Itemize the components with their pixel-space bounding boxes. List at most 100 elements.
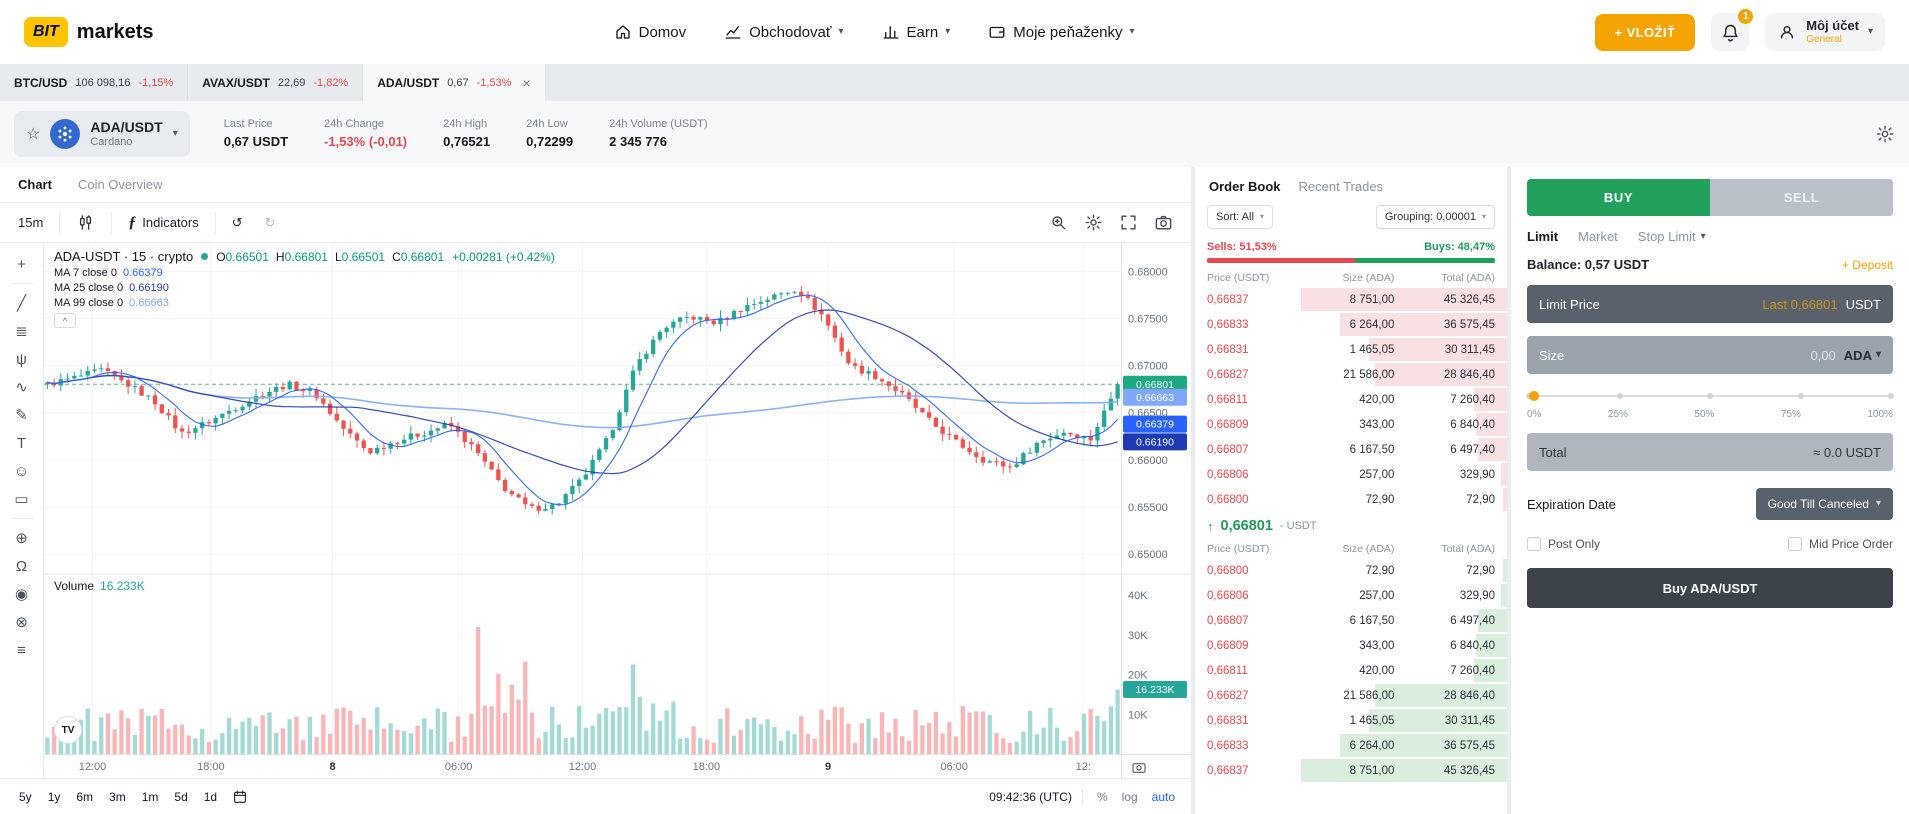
settings-gear-icon[interactable] <box>1875 124 1895 144</box>
nav-item-moje-pe-a-enky[interactable]: Moje peňaženky ▾ <box>988 23 1135 41</box>
limit-price-field[interactable]: Limit Price Last 0,66801 USDT <box>1527 285 1893 323</box>
tool-measure[interactable]: ▭ <box>7 486 37 512</box>
post-only-checkbox[interactable]: Post Only <box>1527 537 1600 551</box>
chart-canvas[interactable]: 0.68000 0.67500 0.67000 0.66500 0.66000 0.655… <box>44 243 1191 778</box>
buy-order-row[interactable]: 0,66837 8 751,00 45 326,45 <box>1195 758 1507 783</box>
range-1d[interactable]: 1d <box>197 786 224 808</box>
tool-brush[interactable]: ✎ <box>7 402 37 428</box>
nav-item-domov[interactable]: Domov <box>614 23 686 41</box>
orderbook-tab-order-book[interactable]: Order Book <box>1209 179 1281 194</box>
slider-handle[interactable] <box>1529 391 1539 401</box>
sell-order-row[interactable]: 0,66811 420,00 7 260,40 <box>1195 387 1507 412</box>
chart-tab-chart[interactable]: Chart <box>18 177 52 192</box>
tool-layers[interactable]: ≡ <box>7 637 37 663</box>
notifications-button[interactable]: 1 <box>1711 9 1754 51</box>
order-type-limit[interactable]: Limit <box>1527 229 1558 244</box>
fullscreen-button[interactable] <box>1113 209 1144 236</box>
tradingview-logo[interactable]: TV <box>54 716 82 744</box>
buy-order-row[interactable]: 0,66809 343,00 6 840,40 <box>1195 633 1507 658</box>
buy-order-row[interactable]: 0,66811 420,00 7 260,40 <box>1195 658 1507 683</box>
deposit-button[interactable]: + VLOŽIŤ <box>1594 13 1696 51</box>
deposit-link[interactable]: + Deposit <box>1841 257 1893 272</box>
total-field[interactable]: Total ≈ 0.0 USDT <box>1527 433 1893 471</box>
size-field[interactable]: Size 0,00 ADA ▾ <box>1527 336 1893 374</box>
favorite-star-icon[interactable]: ☆ <box>26 126 41 143</box>
tool-zoom-in[interactable]: ⊕ <box>7 525 37 551</box>
snapshot-button[interactable] <box>1148 209 1179 236</box>
sell-order-row[interactable]: 0,66806 257,00 329,90 <box>1195 462 1507 487</box>
interval-button[interactable]: 15m <box>12 211 49 234</box>
buy-order-row[interactable]: 0,66807 6 167,50 6 497,40 <box>1195 608 1507 633</box>
mid-price-row[interactable]: ↑ 0,66801 - USDT <box>1195 512 1507 540</box>
logo[interactable]: BIT markets <box>24 17 154 47</box>
redo-button[interactable]: ↻ <box>259 211 282 235</box>
buy-order-row[interactable]: 0,66806 257,00 329,90 <box>1195 583 1507 608</box>
close-tab-icon[interactable]: × <box>522 74 531 91</box>
buy-submit-button[interactable]: Buy ADA/USDT <box>1527 568 1893 608</box>
sell-order-row[interactable]: 0,66837 8 751,00 45 326,45 <box>1195 287 1507 312</box>
undo-button[interactable]: ↺ <box>226 211 249 235</box>
tool-remove[interactable]: ⊗ <box>7 609 37 635</box>
go-to-date-button[interactable] <box>226 787 254 807</box>
collapse-legend-button[interactable]: ^ <box>54 313 76 328</box>
pair-tab-avax-usdt[interactable]: AVAX/USDT 22,69 -1,82% <box>188 64 364 101</box>
buy-order-row[interactable]: 0,66833 6 264,00 36 575,45 <box>1195 733 1507 758</box>
chart-search-button[interactable] <box>1043 209 1074 236</box>
candlestick-chart[interactable]: 0.680000.675000.670000.665000.660000.655… <box>44 243 1191 778</box>
indicators-button[interactable]: ƒ Indicators <box>122 210 204 236</box>
tool-fib-retracement[interactable]: ≣ <box>7 318 37 344</box>
chart-tab-coin-overview[interactable]: Coin Overview <box>77 177 163 192</box>
pair-tab-ada-usdt[interactable]: ADA/USDT 0,67 -1,53% × <box>363 64 546 101</box>
sell-order-row[interactable]: 0,66827 21 586,00 28 846,40 <box>1195 362 1507 387</box>
tool-magnet[interactable]: Ω <box>7 553 37 579</box>
candle-style-button[interactable] <box>70 209 101 236</box>
range-1m[interactable]: 1m <box>135 786 166 808</box>
order-type-stop-limit[interactable]: Stop Limit ▾ <box>1638 229 1706 244</box>
nav-item-obchodova[interactable]: Obchodovať ▾ <box>724 23 844 41</box>
tool-crosshair[interactable]: + <box>7 251 37 277</box>
buy-order-row[interactable]: 0,66831 1 465,05 30 311,45 <box>1195 708 1507 733</box>
grouping-dropdown[interactable]: Grouping: 0,00001 ▾ <box>1375 205 1495 229</box>
symbol-title[interactable]: ADA-USDT · 15 · crypto <box>54 249 194 264</box>
range-6m[interactable]: 6m <box>69 786 100 808</box>
range-5d[interactable]: 5d <box>167 786 194 808</box>
tool-emoji[interactable]: ☺ <box>7 458 37 484</box>
buy-tab[interactable]: BUY <box>1527 179 1710 216</box>
account-menu[interactable]: Môj účet General ▾ <box>1765 12 1885 52</box>
sell-order-row[interactable]: 0,66800 72,90 72,90 <box>1195 487 1507 512</box>
buy-order-row[interactable]: 0,66800 72,90 72,90 <box>1195 558 1507 583</box>
range-5y[interactable]: 5y <box>12 786 39 808</box>
scale-%[interactable]: % <box>1093 788 1112 806</box>
sell-tab[interactable]: SELL <box>1710 179 1893 216</box>
nav-item-earn[interactable]: Earn ▾ <box>882 23 950 41</box>
pair-tab-btc-usd[interactable]: BTC/USD 106 098,16 -1,15% <box>0 64 189 101</box>
pane-screenshot-icon[interactable] <box>1131 759 1147 775</box>
order-type-market[interactable]: Market <box>1578 229 1618 244</box>
orderbook-tab-recent-trades[interactable]: Recent Trades <box>1298 179 1384 194</box>
tool-show-hide[interactable]: ◉ <box>7 581 37 607</box>
chart-settings-button[interactable] <box>1078 209 1109 236</box>
sort-dropdown[interactable]: Sort: All ▾ <box>1207 205 1273 229</box>
buy-order-row[interactable]: 0,66827 21 586,00 28 846,40 <box>1195 683 1507 708</box>
range-3m[interactable]: 3m <box>102 786 133 808</box>
amount-slider[interactable] <box>1526 389 1894 403</box>
function-icon: ƒ <box>128 213 137 231</box>
scale-auto[interactable]: auto <box>1148 788 1179 806</box>
nav-menu: Domov Obchodovať ▾ Earn ▾ Moje peňaženky ▾ <box>154 23 1595 41</box>
sell-order-row[interactable]: 0,66809 343,00 6 840,40 <box>1195 412 1507 437</box>
scale-log[interactable]: log <box>1118 788 1142 806</box>
mid-price-order-checkbox[interactable]: Mid Price Order <box>1787 537 1893 551</box>
sell-order-row[interactable]: 0,66807 6 167,50 6 497,40 <box>1195 437 1507 462</box>
size-unit-dropdown[interactable]: ADA ▾ <box>1844 348 1881 363</box>
tool-text[interactable]: T <box>7 430 37 456</box>
sell-order-row[interactable]: 0,66831 1 465,05 30 311,45 <box>1195 337 1507 362</box>
pair-selector[interactable]: ☆ ADA/USDT Cardano ▾ <box>14 111 190 157</box>
expiration-dropdown[interactable]: Good Till Canceled ▾ <box>1755 488 1893 520</box>
range-1y[interactable]: 1y <box>41 786 68 808</box>
column-header: Total (ADA) <box>1441 272 1495 284</box>
sell-order-row[interactable]: 0,66833 6 264,00 36 575,45 <box>1195 312 1507 337</box>
tool-wave-pattern[interactable]: ∿ <box>7 374 37 400</box>
tool-trend-line[interactable]: ╱ <box>7 290 37 316</box>
tool-pitchfork[interactable]: ψ <box>7 346 37 372</box>
clock[interactable]: 09:42:36 (UTC) <box>989 789 1072 804</box>
